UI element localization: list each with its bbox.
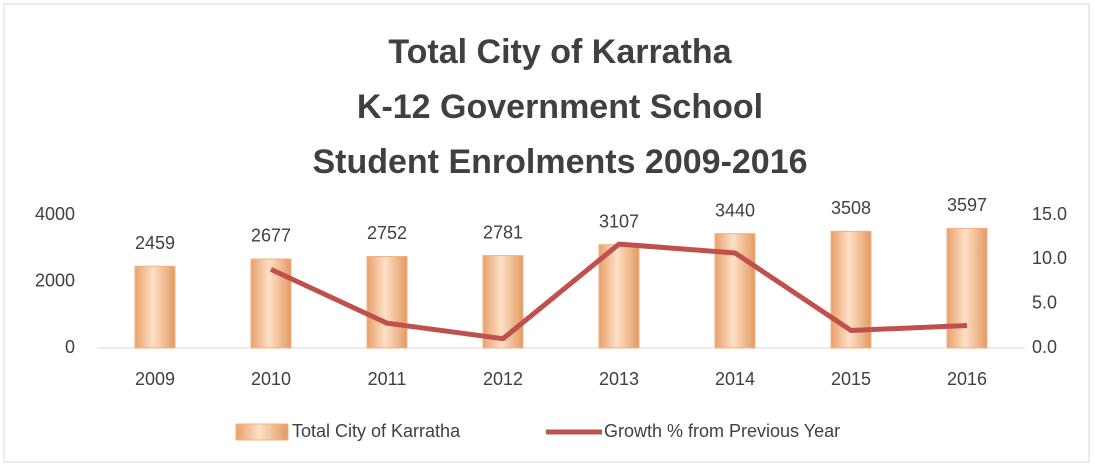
bar xyxy=(250,258,292,349)
chart-title: Total City of Karratha xyxy=(388,33,732,71)
data-label: 3508 xyxy=(831,198,871,218)
y-tick-label: 2000 xyxy=(35,270,75,290)
x-tick-label: 2012 xyxy=(483,369,523,389)
data-label: 3440 xyxy=(715,200,755,220)
y2-tick-label: 0.0 xyxy=(1032,337,1057,357)
legend-label: Growth % from Previous Year xyxy=(604,421,840,441)
data-label: 3107 xyxy=(599,211,639,231)
data-label: 2752 xyxy=(367,223,407,243)
x-tick-label: 2009 xyxy=(135,369,175,389)
bar xyxy=(482,255,524,349)
x-tick-label: 2014 xyxy=(715,369,755,389)
bar xyxy=(366,255,408,349)
x-tick-label: 2013 xyxy=(599,369,639,389)
legend-swatch xyxy=(235,423,289,441)
y2-tick-label: 5.0 xyxy=(1032,292,1057,312)
bar xyxy=(134,265,176,349)
chart-border xyxy=(3,3,1090,463)
chart-title: Student Enrolments 2009-2016 xyxy=(312,143,807,181)
line xyxy=(269,241,968,342)
x-tick-label: 2011 xyxy=(368,369,407,389)
data-label: 2781 xyxy=(483,222,523,242)
bar xyxy=(946,227,988,349)
y2-tick-label: 10.0 xyxy=(1032,248,1067,268)
x-tick-label: 2016 xyxy=(947,369,987,389)
data-label: 2459 xyxy=(135,233,175,253)
data-label: 3597 xyxy=(947,195,987,215)
x-tick-label: 2010 xyxy=(251,369,291,389)
y-tick-label: 4000 xyxy=(35,204,75,224)
chart-title: K-12 Government School xyxy=(357,88,763,126)
data-label: 2677 xyxy=(251,226,291,246)
y-tick-label: 0 xyxy=(65,337,75,357)
y2-tick-label: 15.0 xyxy=(1032,204,1067,224)
x-tick-label: 2015 xyxy=(831,369,871,389)
bar xyxy=(598,244,640,349)
legend-label: Total City of Karratha xyxy=(292,421,461,441)
